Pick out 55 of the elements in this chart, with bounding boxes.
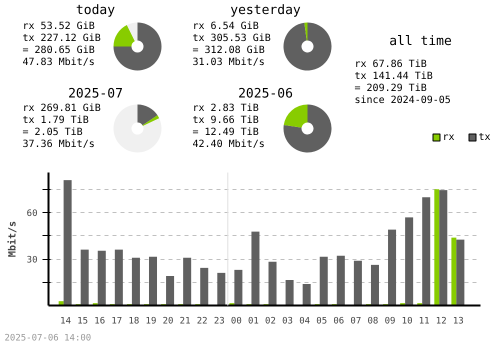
text: 42.40 Mbit/s [192,139,265,150]
text: tx 227.12 GiB [22,33,101,44]
text: tx 141.44 TiB [354,71,433,82]
x-tick-label: 13 [452,316,464,326]
x-tick-label: 22 [196,316,208,326]
x-tick-label: 11 [418,316,430,326]
x-tick-label: 05 [316,316,328,326]
y-tick-label: 60 [26,209,38,220]
legend-label: rx [442,132,455,143]
y-axis-title: Mbit/s [6,220,19,258]
text: 47.83 Mbit/s [22,57,95,68]
text: 31.03 Mbit/s [192,57,265,68]
text: tx 9.66 TiB [192,115,259,126]
x-tick-label: 14 [60,316,71,326]
x-tick-label: 07 [350,316,362,326]
text: = 312.08 GiB [192,45,265,56]
text: tx 305.53 GiB [192,33,271,44]
legend-label: tx [478,132,491,143]
text: = 209.29 TiB [354,83,427,94]
y-tick-label: 30 [26,256,38,266]
x-tick-label: 03 [282,316,293,326]
x-tick-label: 09 [384,316,396,326]
x-tick-label: 23 [214,316,225,326]
chart-title: 2025-07 [68,86,123,102]
x-tick-label: 08 [368,316,378,326]
x-tick-label: 12 [436,316,447,326]
x-tick-label: 00 [230,316,242,326]
text: all time [389,34,452,49]
x-tick-label: 20 [162,316,174,326]
text: since 2024-09-05 [354,95,451,106]
text: rx 67.86 TiB [354,59,427,70]
text: 2025-07-06 14:00 [4,334,92,344]
text: 37.36 Mbit/s [22,139,95,150]
x-tick-label: 01 [248,316,259,326]
text: rx 53.52 GiB [22,21,95,32]
x-tick-label: 18 [128,316,140,326]
text: = 280.65 GiB [22,45,95,56]
x-tick-label: 06 [333,316,344,326]
x-tick-label: 10 [402,316,412,326]
chart-title: yesterday [230,3,301,18]
x-tick-label: 04 [299,316,310,326]
chart-title: 2025-06 [238,86,293,102]
text: rx 6.54 GiB [192,21,259,32]
x-tick-label: 21 [180,316,191,326]
text: rx 2.83 TiB [192,103,259,114]
x-tick-label: 16 [94,316,106,326]
chart-title: today [76,3,116,18]
text: tx 1.79 TiB [22,115,89,126]
x-tick-label: 02 [265,316,276,326]
x-tick-label: 19 [146,316,156,326]
x-tick-label: 17 [111,316,122,326]
text: = 2.05 TiB [22,127,83,138]
text: rx 269.81 GiB [22,103,101,114]
text: = 12.49 TiB [192,127,259,138]
x-tick-label: 15 [77,316,88,326]
